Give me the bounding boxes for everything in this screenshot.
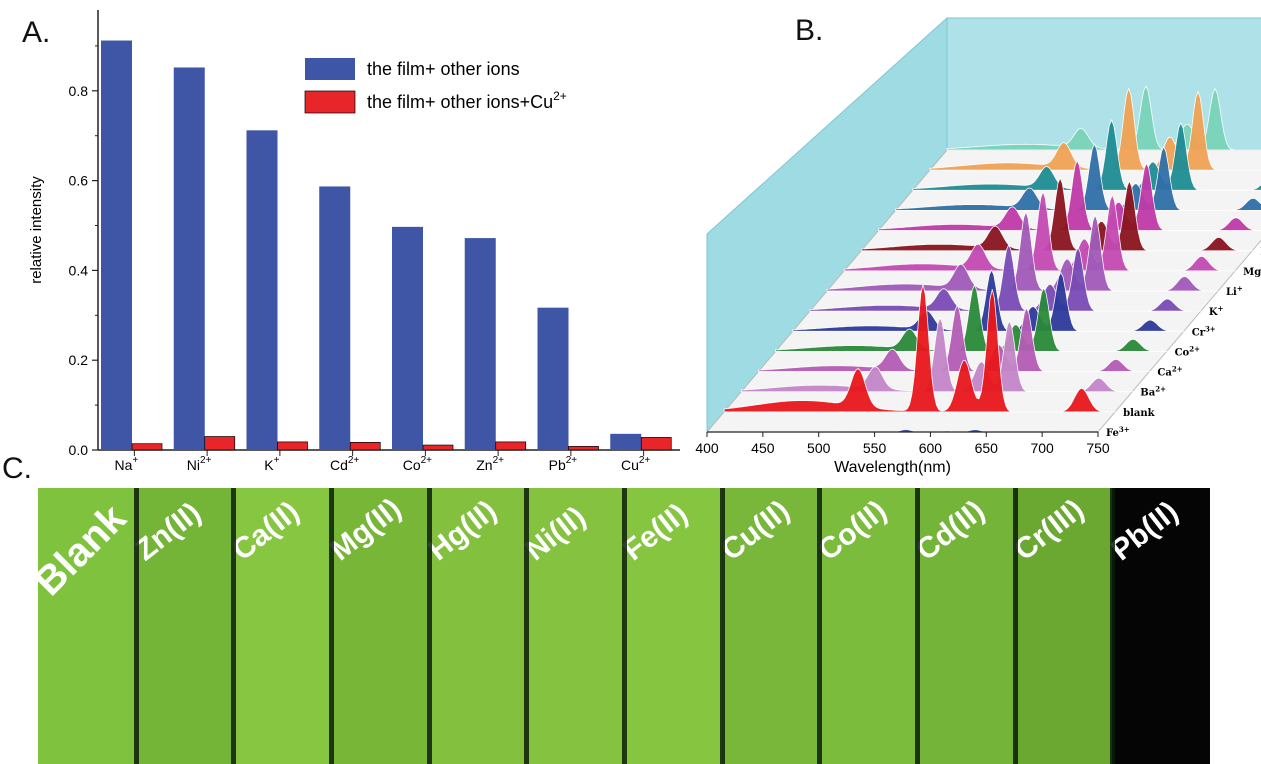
legend-label-0: the film+ other ions <box>367 59 520 79</box>
strip-gap <box>817 488 823 764</box>
series-label: Co2+ <box>1175 344 1201 358</box>
bar-co-film <box>392 226 423 450</box>
y-tick-label: 0.2 <box>69 352 89 368</box>
spectrum-al-3p <box>912 118 1261 191</box>
x-tick-label: 700 <box>1030 440 1054 456</box>
strip-pbii <box>1112 488 1210 764</box>
bar-na-film <box>101 40 132 451</box>
y-tick-label: 0.6 <box>69 173 89 189</box>
legend-swatch-0 <box>305 58 355 80</box>
strip-cuii <box>721 488 821 764</box>
strip-feii <box>624 488 723 764</box>
legend-swatch-1 <box>304 90 356 114</box>
bar-cd-film <box>319 186 351 450</box>
x-tick-label-cd: Cd2+ <box>330 455 359 473</box>
bar-pb-film <box>537 307 569 450</box>
strip-blank <box>38 488 137 764</box>
strip-cdii <box>917 488 1016 764</box>
strip-gap <box>915 488 920 764</box>
strip-criii <box>1014 488 1114 764</box>
spectrum-k-p <box>809 243 1202 312</box>
panel-letter-b: B. <box>795 14 824 47</box>
strip-gap <box>1012 488 1018 764</box>
strip-niii <box>526 488 625 764</box>
x-tick-label: 400 <box>695 440 719 456</box>
spectrum-co-2p <box>775 283 1168 352</box>
x-axis-title: Wavelength(nm) <box>834 459 951 476</box>
strip-znii <box>135 488 235 764</box>
x-tick-label-ni: Ni2+ <box>187 455 212 473</box>
series-label: blank <box>1123 408 1156 419</box>
strip-gap <box>1110 488 1116 764</box>
y-tick-label: 0.8 <box>69 83 89 99</box>
spectrum-li-p <box>826 210 1218 292</box>
x-tick-label: 550 <box>863 440 887 456</box>
strip-coii <box>819 488 918 764</box>
strip-caii <box>233 488 332 764</box>
series-label: K+ <box>1209 304 1224 318</box>
bar-cu-film-cu <box>640 437 672 451</box>
bar-chart-a: 0.0 0.2 0.4 0.6 0.8 relative intensity Na+ Ni2+… <box>28 10 680 473</box>
bar-co-film-cu <box>422 444 454 451</box>
strip-gap <box>426 488 432 764</box>
strip-hgii <box>428 488 528 764</box>
series-label: Ca2+ <box>1157 365 1182 379</box>
x-tick-label-cu: Cu2+ <box>621 455 650 473</box>
spectrum-fe-2p <box>929 87 1261 171</box>
strip-mgii <box>331 488 430 764</box>
x-tick-label-na: Na+ <box>115 455 139 473</box>
bar-ni-film-cu <box>204 436 236 451</box>
series-label: Fe3+ <box>1106 425 1130 439</box>
bar-pb-film-cu <box>568 446 599 451</box>
x-tick-label-k: K+ <box>264 455 279 473</box>
bar-ni-film <box>173 67 205 450</box>
bar-cu-film <box>610 433 642 450</box>
series-label: Mg2+ <box>1243 264 1261 278</box>
bar-na-film-cu <box>131 443 163 451</box>
series-label: Cr3+ <box>1192 324 1216 338</box>
y-axis-title: relative intensity <box>28 176 45 284</box>
series-label: Li+ <box>1226 284 1243 298</box>
spectrum-mg-2p <box>843 190 1237 272</box>
x-tick-label: 750 <box>1086 440 1110 456</box>
y-tick-label: 0.4 <box>69 262 89 278</box>
bar-k-film-cu <box>277 441 308 451</box>
bar-cd-film-cu <box>349 442 381 451</box>
strip-gap <box>133 488 139 764</box>
bar-zn-film-cu <box>495 441 527 451</box>
x-tick-label: 500 <box>807 440 831 456</box>
panel-letter-a: A. <box>22 16 51 49</box>
bar-k-film <box>246 130 278 450</box>
spectrum-cr-3p <box>792 269 1185 332</box>
spectrum-ca-2p <box>757 304 1151 373</box>
series-label: Ba2+ <box>1140 385 1166 399</box>
bar-zn-film <box>464 238 496 450</box>
spectrum-na-p <box>860 176 1254 252</box>
strip-gap <box>622 488 627 764</box>
panel-letter-c: C. <box>2 452 32 485</box>
spectrum-zn-2p <box>895 142 1261 211</box>
spectrum-ba-2p <box>740 316 1134 393</box>
x-tick-label-co: Co2+ <box>403 455 432 473</box>
x-tick-label: 600 <box>919 440 943 456</box>
x-tick-label: 650 <box>975 440 999 456</box>
spectrum-pb-2p <box>877 159 1261 232</box>
x-tick-label-zn: Zn2+ <box>476 455 504 473</box>
strip-gap <box>524 488 530 764</box>
spectrum-blank <box>723 284 1117 413</box>
strip-gap <box>231 488 237 764</box>
y-tick-label: 0.0 <box>69 442 89 458</box>
x-tick-label: 450 <box>751 440 775 456</box>
strip-gap <box>329 488 334 764</box>
waterfall-chart-b: Fe2+Al3+Zn2+Pb2+Na+Mg2+Li+K+Cr3+Co2+Ca2+… <box>695 16 1261 476</box>
sensor-film-photo: Blank Zn(II) Ca(II) Mg(II) Hg(II) Ni(II) Fe(II… <box>38 488 1210 764</box>
legend-label-1: the film+ other ions+Cu2+ <box>367 89 567 112</box>
strip-gap <box>719 488 725 764</box>
x-tick-label-pb: Pb2+ <box>549 455 578 473</box>
